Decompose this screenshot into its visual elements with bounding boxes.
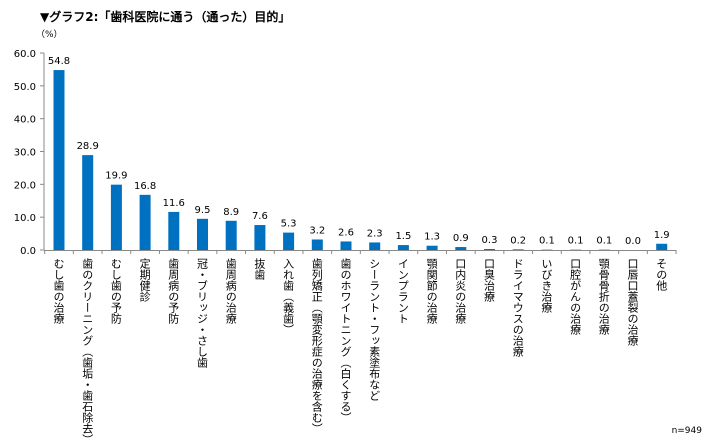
data-label: 0.9 xyxy=(453,233,469,244)
data-label: 8.9 xyxy=(223,207,239,218)
y-tick-label: 20.0 xyxy=(14,180,36,191)
bar xyxy=(283,233,294,250)
x-tick-label: 歯のホワイトニング（白くする） xyxy=(339,258,352,423)
data-label: 2.3 xyxy=(367,228,383,239)
bar xyxy=(312,239,323,250)
x-tick-label: 口臭治療 xyxy=(483,258,496,302)
data-label: 3.2 xyxy=(309,225,325,236)
bar xyxy=(398,245,409,250)
y-tick-label: 60.0 xyxy=(14,49,36,60)
x-tick-label: 口腔がんの治療 xyxy=(569,258,582,335)
bar xyxy=(111,185,122,250)
x-tick-label: 抜歯 xyxy=(253,258,266,280)
x-tick-label: インプラント xyxy=(396,258,409,324)
bar xyxy=(197,219,208,250)
bar xyxy=(455,247,466,250)
x-tick-label: 顎骨骨折の治療 xyxy=(597,258,610,335)
data-label: 1.3 xyxy=(424,232,440,243)
data-label: 0.2 xyxy=(510,235,526,246)
y-tick-label: 30.0 xyxy=(14,148,36,159)
x-tick-label: ドライマウスの治療 xyxy=(511,258,524,357)
data-label: 28.9 xyxy=(77,141,99,152)
data-label: 0.1 xyxy=(539,236,555,247)
x-tick-label: むし歯の治療 xyxy=(52,258,65,324)
data-label: 0.1 xyxy=(596,236,612,247)
bar xyxy=(226,221,237,250)
data-label: 19.9 xyxy=(105,171,127,182)
data-label: 2.6 xyxy=(338,227,354,238)
bar xyxy=(369,242,380,250)
x-tick-label: 口内炎の治療 xyxy=(454,258,467,324)
x-tick-label: 顎関節の治療 xyxy=(425,258,438,324)
x-tick-label: 定期健診 xyxy=(138,258,151,302)
data-label: 11.6 xyxy=(163,198,185,209)
data-label: 54.8 xyxy=(48,56,70,67)
x-tick-label: 歯のクリーニング（歯垢・歯石除去） xyxy=(81,258,94,445)
x-tick-label: その他 xyxy=(655,258,668,291)
x-tick-label: シーラント・フッ素塗布など xyxy=(368,258,381,401)
bar xyxy=(513,249,524,250)
data-label: 16.8 xyxy=(134,181,156,192)
x-tick-label: むし歯の予防 xyxy=(109,258,122,324)
x-tick-label: 冠・ブリッジ・さし歯 xyxy=(196,258,209,368)
bar xyxy=(54,70,65,250)
data-label: 9.5 xyxy=(195,205,211,216)
bar xyxy=(82,155,93,250)
data-label: 1.5 xyxy=(395,231,411,242)
data-label: 5.3 xyxy=(281,219,297,230)
bar xyxy=(168,212,179,250)
data-label: 7.6 xyxy=(252,211,268,222)
y-tick-label: 40.0 xyxy=(14,115,36,126)
y-tick-label: 10.0 xyxy=(14,213,36,224)
x-tick-label: 歯列矯正（顎変形症の治療を含む） xyxy=(310,258,323,434)
x-tick-label: いびき治療 xyxy=(540,258,553,313)
bar xyxy=(341,241,352,250)
x-tick-label: 歯周病の治療 xyxy=(224,258,237,324)
bar xyxy=(427,246,438,250)
x-tick-label: 歯周病の予防 xyxy=(167,258,180,324)
x-tick-label: 口唇口蓋裂の治療 xyxy=(626,258,639,346)
data-label: 1.9 xyxy=(654,230,670,241)
data-label: 0.3 xyxy=(482,235,498,246)
y-tick-label: 0.0 xyxy=(20,246,36,257)
bar xyxy=(140,195,151,250)
y-tick-label: 50.0 xyxy=(14,82,36,93)
data-label: 0.1 xyxy=(568,236,584,247)
bar xyxy=(656,244,667,250)
bar xyxy=(484,249,495,250)
bar xyxy=(254,225,265,250)
x-tick-label: 入れ歯（義歯） xyxy=(282,258,295,335)
data-label: 0.0 xyxy=(625,236,641,247)
